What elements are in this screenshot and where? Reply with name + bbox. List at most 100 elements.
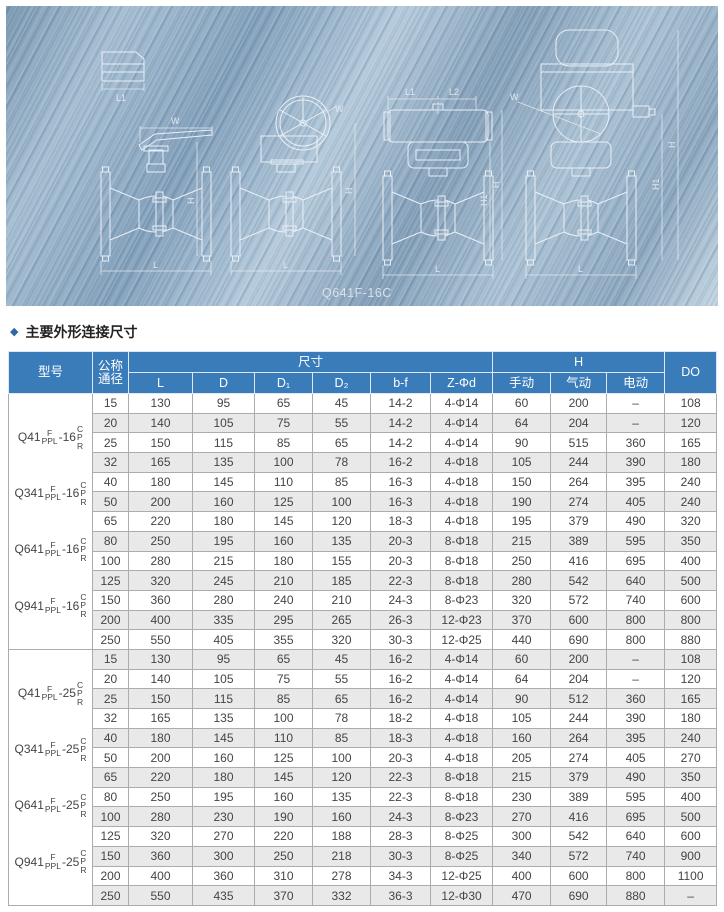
- value-cell: 100: [312, 491, 371, 513]
- value-cell: 240: [664, 471, 718, 493]
- lever-valve-figure: W H L: [100, 116, 213, 275]
- value-cell: 355: [254, 629, 313, 650]
- value-cell: 379: [550, 511, 608, 532]
- value-cell: 65: [312, 432, 371, 454]
- dim-label-l1: L1: [116, 93, 126, 103]
- value-cell: 100: [312, 747, 371, 769]
- value-cell: 65: [312, 688, 371, 709]
- value-cell: 16-3: [370, 491, 431, 513]
- value-cell: 180: [664, 452, 718, 473]
- value-cell: 8-Φ25: [429, 826, 494, 847]
- value-cell: 360: [128, 589, 193, 611]
- value-cell: 45: [312, 648, 371, 670]
- col-header-do: DO: [664, 351, 718, 394]
- value-cell: 600: [664, 589, 718, 611]
- value-cell: 18-2: [370, 708, 431, 729]
- value-cell: 24-3: [370, 589, 431, 611]
- value-cell: 200: [128, 747, 193, 769]
- value-cell: 640: [606, 570, 666, 591]
- value-cell: 4-Φ18: [429, 727, 494, 749]
- value-cell: 135: [312, 786, 371, 808]
- value-cell: 595: [606, 786, 666, 808]
- value-cell: 295: [254, 609, 313, 631]
- value-cell: 800: [606, 609, 666, 631]
- dn-cell: 80: [92, 530, 129, 552]
- wafer-detail-figure: L1: [101, 51, 145, 103]
- value-cell: 95: [192, 648, 255, 670]
- value-cell: 16-3: [370, 471, 431, 493]
- dn-cell: 32: [92, 452, 129, 473]
- value-cell: 740: [606, 845, 666, 867]
- value-cell: 640: [606, 826, 666, 847]
- table-row: 80 250 195 160 135 22-3 8-Φ18 230 389 595 400: [9, 786, 718, 808]
- value-cell: 135: [192, 452, 255, 473]
- value-cell: 230: [192, 806, 255, 828]
- table-row: 20 140 105 75 55 14-2 4-Φ14 64 204–120: [9, 412, 718, 434]
- dim-label-l: L: [153, 260, 158, 270]
- value-cell: 140: [128, 668, 193, 690]
- value-cell: 95: [192, 393, 255, 414]
- value-cell: 105: [192, 668, 255, 690]
- value-cell: 204: [550, 668, 608, 690]
- dim-label-h: H: [667, 142, 677, 149]
- dn-cell: 150: [92, 845, 129, 867]
- col-header-size-group: 尺寸: [127, 351, 494, 373]
- value-cell: 90: [492, 688, 552, 709]
- value-cell: 8-Φ23: [429, 589, 494, 611]
- value-cell: 4-Φ14: [429, 668, 494, 690]
- value-cell: 12-Φ23: [429, 609, 494, 631]
- value-cell: 140: [128, 412, 193, 434]
- value-cell: 740: [606, 589, 666, 611]
- dn-cell: 125: [92, 570, 129, 591]
- table-row: 250 550 405 355 320 30-3 12-Φ25 440 690 800 880: [9, 629, 718, 650]
- dn-cell: 100: [92, 550, 129, 572]
- value-cell: 360: [606, 432, 666, 454]
- value-cell: 542: [550, 826, 608, 847]
- value-cell: 900: [664, 845, 718, 867]
- value-cell: 280: [192, 589, 255, 611]
- value-cell: 400: [664, 786, 718, 808]
- electric-valve-figure: W H H1 L: [510, 29, 679, 279]
- value-cell: 274: [550, 747, 608, 769]
- value-cell: 400: [664, 550, 718, 572]
- table-row: 20 140 105 75 55 16-2 4-Φ14 64 204–120: [9, 668, 718, 690]
- value-cell: 4-Φ18: [429, 708, 494, 729]
- dim-label-l1: L1: [405, 87, 415, 97]
- value-cell: 90: [492, 432, 552, 454]
- value-cell: 4-Φ14: [429, 393, 494, 414]
- section-title-text: 主要外形连接尺寸: [25, 324, 138, 340]
- value-cell: 180: [254, 550, 313, 572]
- value-cell: 550: [128, 629, 193, 650]
- value-cell: 370: [492, 609, 552, 631]
- value-cell: 190: [492, 491, 552, 513]
- value-cell: 64: [492, 412, 552, 434]
- value-cell: 28-3: [370, 826, 431, 847]
- value-cell: 416: [550, 806, 608, 828]
- value-cell: 244: [550, 708, 608, 729]
- value-cell: 542: [550, 570, 608, 591]
- value-cell: 240: [664, 491, 718, 513]
- value-cell: 200: [550, 393, 608, 414]
- value-cell: 218: [312, 845, 371, 867]
- value-cell: 405: [192, 629, 255, 650]
- value-cell: 16-2: [370, 688, 431, 709]
- model-cell: Q41 F PPL -16 C P R Q341 F PPL -16 C P R Q641 F PPL -16 C P…: [8, 393, 93, 650]
- value-cell: 110: [254, 471, 313, 493]
- value-cell: 4-Φ18: [429, 452, 494, 473]
- dn-cell: 65: [92, 767, 129, 788]
- value-cell: 180: [192, 511, 255, 532]
- value-cell: 130: [128, 648, 193, 670]
- dn-cell: 150: [92, 589, 129, 611]
- dn-cell: 50: [92, 747, 129, 769]
- value-cell: 180: [192, 767, 255, 788]
- value-cell: 8-Φ25: [429, 845, 494, 867]
- value-cell: 405: [606, 491, 666, 513]
- col-header-zd: Z-Φd: [429, 372, 494, 394]
- model-label: Q341 F PPL -25 C P R: [14, 735, 87, 763]
- diamond-bullet-icon: ◆: [10, 325, 19, 338]
- value-cell: 360: [192, 865, 255, 887]
- table-row: 25 150 115 85 65 16-2 4-Φ14 90 512 360 165: [9, 688, 718, 709]
- table-row: 50 200 160 125 100 20-3 4-Φ18 205 274 405 270: [9, 747, 718, 769]
- value-cell: 55: [312, 668, 371, 690]
- value-cell: 130: [128, 393, 193, 414]
